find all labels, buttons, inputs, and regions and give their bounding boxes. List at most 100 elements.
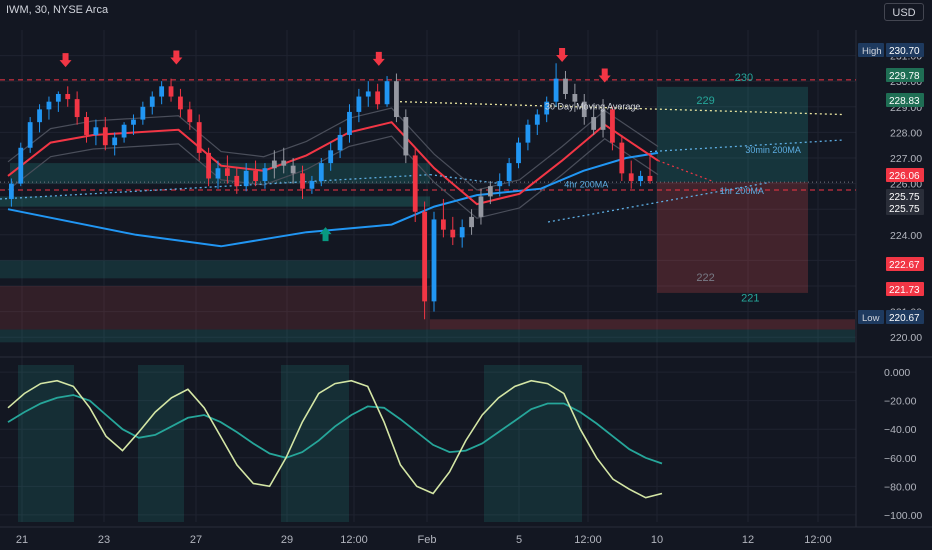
candle [591,104,597,135]
candle [469,209,474,235]
candle-body [149,96,155,107]
candle [318,158,324,187]
annotation-label: 30 Day Moving Average [545,101,640,111]
candle-body [271,160,277,169]
candle-body [478,196,484,217]
candle [84,111,89,143]
arrow-down-icon [372,51,385,66]
candle [384,76,390,107]
candle-body [178,96,183,110]
candle [281,147,287,174]
candle [525,119,531,151]
price-label-value: 228.83 [889,96,920,107]
annotation-label: 4hr 200MA [564,179,608,189]
price-label-tag-box [858,43,884,57]
candle [440,198,446,238]
target-label: 230 [735,72,753,84]
arrow-down-icon [598,68,611,83]
currency-button[interactable]: USD [884,3,924,21]
candle [215,160,221,189]
price-label: 222.67 [886,257,924,271]
candle-body [112,137,118,146]
candle-body [234,175,240,187]
candle-body [55,94,61,102]
arrow-down-icon [59,53,72,68]
zone-rect [430,319,855,330]
candle [290,158,296,184]
time-tick-label: 27 [190,534,202,546]
zone-rect [0,286,430,330]
candle [544,96,550,123]
candle [516,137,521,169]
candle [243,163,249,192]
candle-body [459,227,465,238]
candle [553,63,559,107]
candle-body [93,127,99,135]
candle [168,78,174,102]
ma-band-upper [7,107,659,191]
candle [506,158,512,187]
candle-body [131,119,136,125]
candle [224,155,230,184]
candle [478,188,484,225]
osc-fast-line [7,379,663,499]
candle-body [516,142,521,164]
arrow-up-icon [319,227,332,242]
candle [262,163,268,189]
osc-tick-label: −20.00 [884,396,917,408]
candle-body [8,183,14,199]
candle-body [347,111,352,135]
price-label-box [886,310,924,324]
candle-body [253,170,258,182]
candle-body [422,211,428,302]
candle-body [356,96,362,112]
candle-body [384,81,390,105]
candle-body [469,216,474,228]
candle [159,81,165,105]
time-tick-label: Feb [418,534,437,546]
candle-body [619,142,625,174]
osc-highlight [138,365,184,522]
candle [121,122,127,143]
trendline-30day-ma [399,101,843,116]
candle [74,91,80,125]
candle [187,101,193,130]
zone-rect [657,86,808,183]
candle [431,211,437,312]
price-tick-label: 228.00 [890,127,922,139]
candle [37,104,42,133]
candle [55,91,61,112]
candle-body [431,219,437,302]
price-label: Low 220.67 [858,310,924,324]
candle [619,134,625,182]
candle-body [506,163,512,182]
candle-body [328,150,334,164]
price-label: High 230.70 [858,43,924,57]
trendline-30min-200ma [649,139,843,153]
price-label-box [886,189,924,203]
time-tick-label: 12:00 [574,534,602,546]
candle-body [140,106,146,120]
candle [375,83,381,110]
candle-body [440,219,446,230]
price-label: 229.78 [886,68,924,82]
candle-body [581,101,587,118]
candle-body [196,122,202,153]
candle-body [450,229,456,238]
price-label: 226.06 [886,168,924,182]
candle [365,81,371,107]
trendline-4hr-200ma-ext [429,173,501,185]
candle-body [84,117,89,135]
candle [178,88,183,118]
annotation-label: 1hr 200MA [720,186,764,196]
price-label: 225.75 [886,189,924,203]
candle [487,181,493,205]
price-label-value: 226.06 [889,171,920,182]
candle-body [628,173,634,182]
candle-body [534,114,540,125]
target-label: 222 [696,272,714,284]
candle [196,114,202,161]
price-label-value: 225.75 [889,192,920,203]
